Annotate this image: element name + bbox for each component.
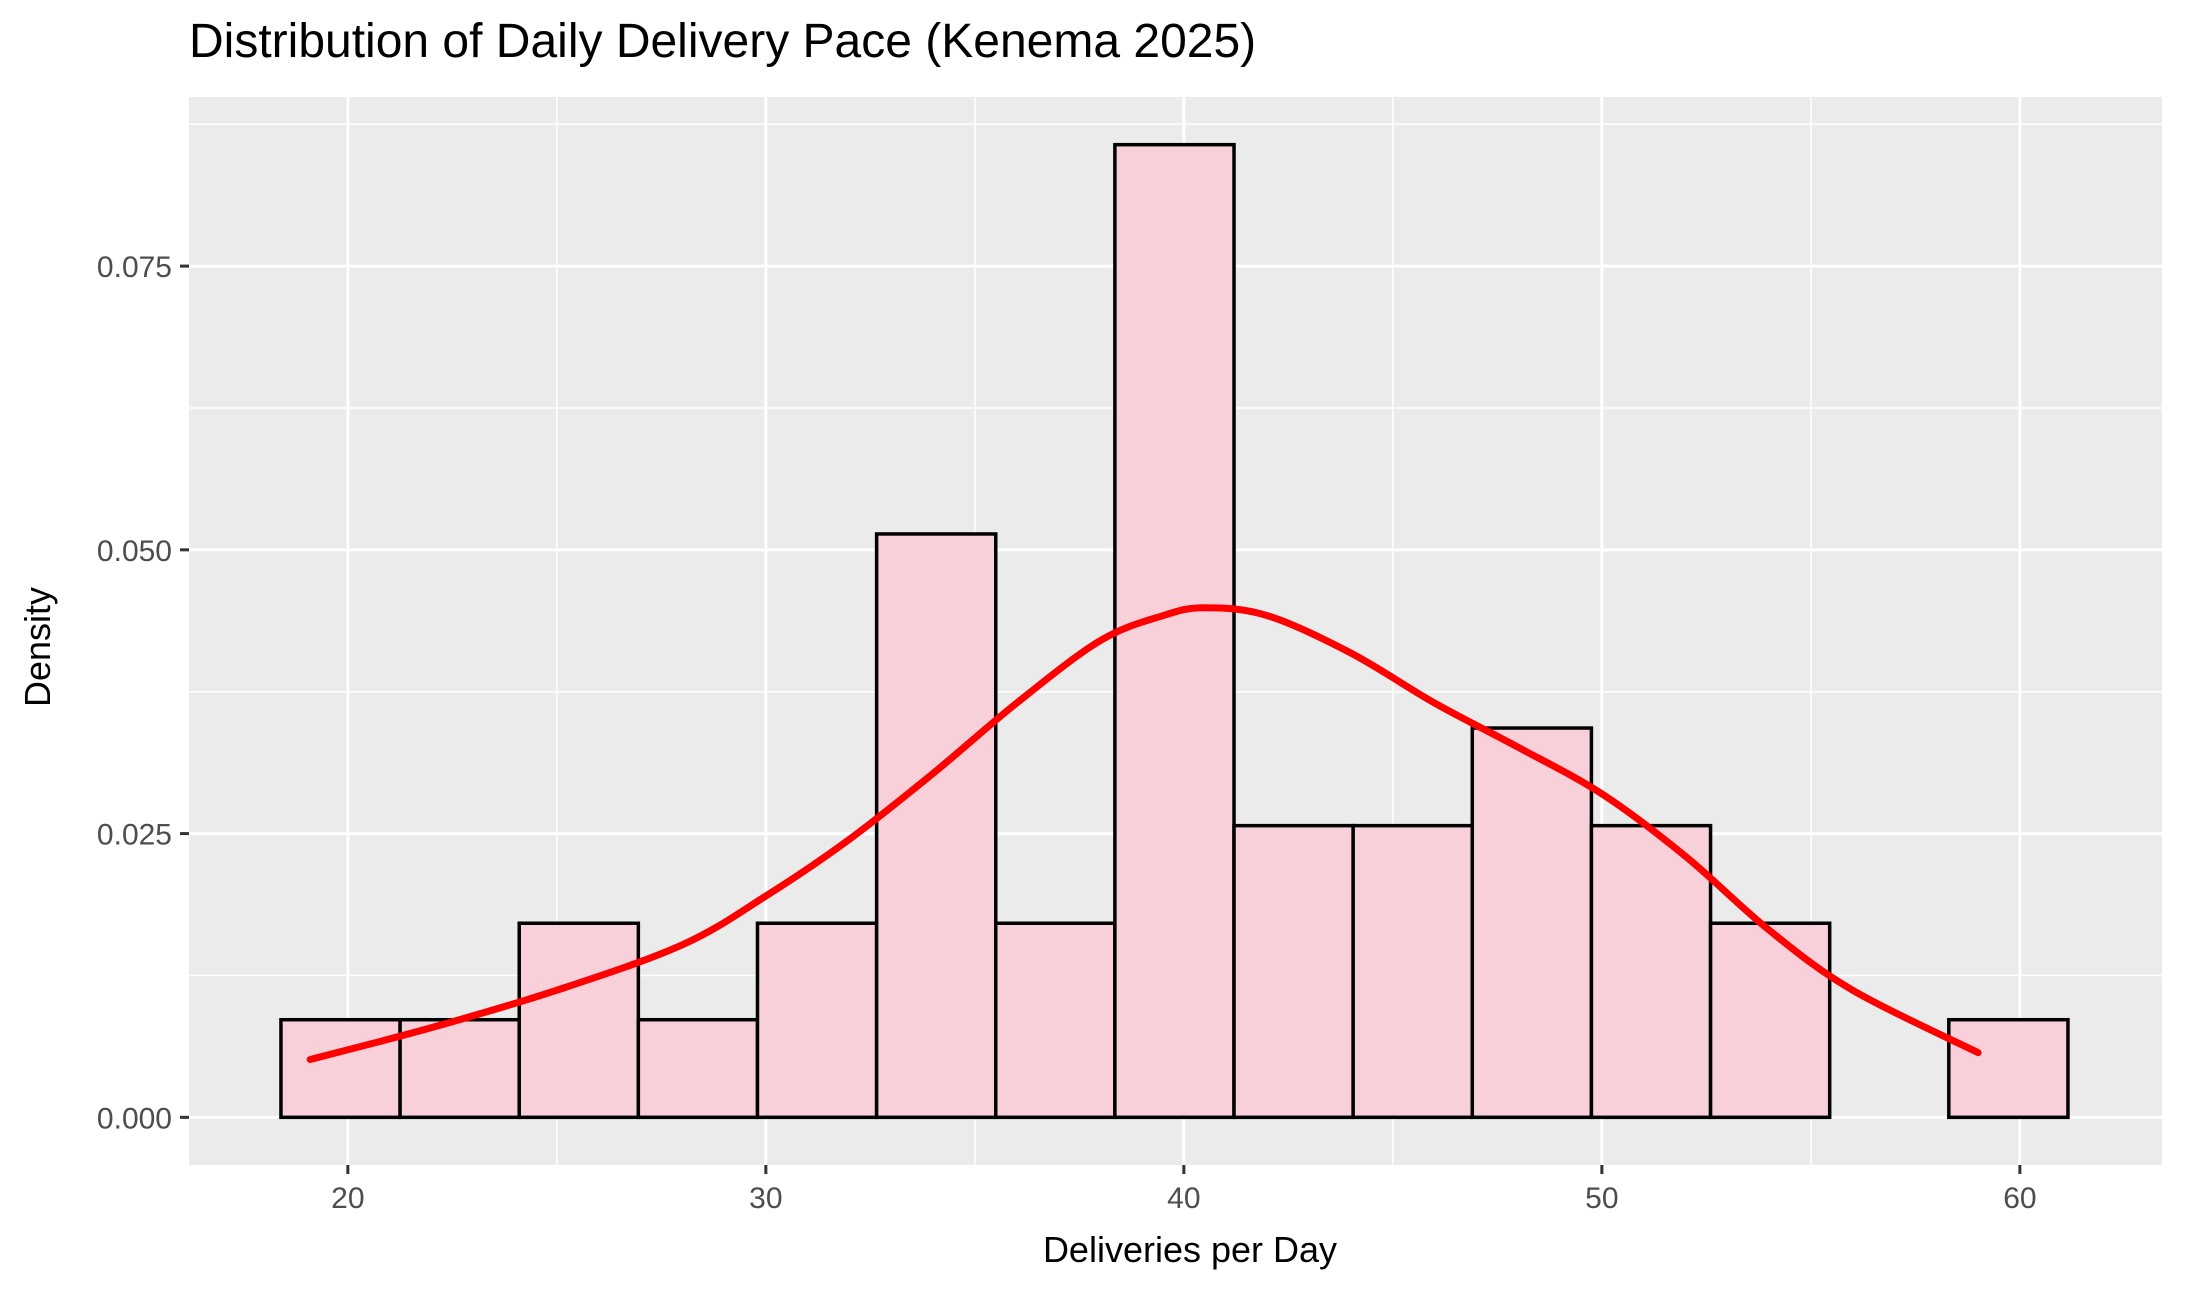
density-curve xyxy=(306,604,1982,1063)
y-tick-label: 0.075 xyxy=(97,251,172,284)
histogram-bar-2 xyxy=(398,1017,521,1120)
histogram-bar-12 xyxy=(1589,823,1713,1120)
x-axis-title: Deliveries per Day xyxy=(1043,1229,1337,1270)
y-tick-label: 0.050 xyxy=(97,535,172,568)
x-tick-label: 30 xyxy=(749,1182,782,1215)
chart-title: Distribution of Daily Delivery Pace (Ken… xyxy=(189,15,1257,68)
y-tick-label: 0.025 xyxy=(97,819,172,852)
histogram-bar-6 xyxy=(874,532,998,1120)
y-axis-title: Density xyxy=(17,587,58,707)
histogram-bar-4 xyxy=(636,1017,760,1120)
axes: 20 30 40 50 60 0.000 0.025 0.050 0.075 xyxy=(97,251,2037,1215)
histogram-bar-1 xyxy=(279,1017,402,1120)
histogram-bar-10 xyxy=(1351,823,1475,1120)
x-tick-label: 20 xyxy=(331,1182,364,1215)
histogram-bar-3 xyxy=(517,921,641,1120)
x-tick-label: 50 xyxy=(1585,1182,1618,1215)
histogram-bar-9 xyxy=(1232,823,1355,1120)
y-tick-label: 0.000 xyxy=(97,1102,172,1135)
histogram-bar-8 xyxy=(1113,142,1236,1120)
histogram-bar-13 xyxy=(1708,921,1832,1120)
histogram-bar-11 xyxy=(1470,726,1594,1120)
histogram-bar-5 xyxy=(755,921,879,1120)
x-tick-label: 60 xyxy=(2003,1182,2036,1215)
x-tick-label: 40 xyxy=(1167,1182,1200,1215)
histogram-bar-15 xyxy=(1947,1017,2070,1120)
histogram-bar-7 xyxy=(994,921,1117,1120)
